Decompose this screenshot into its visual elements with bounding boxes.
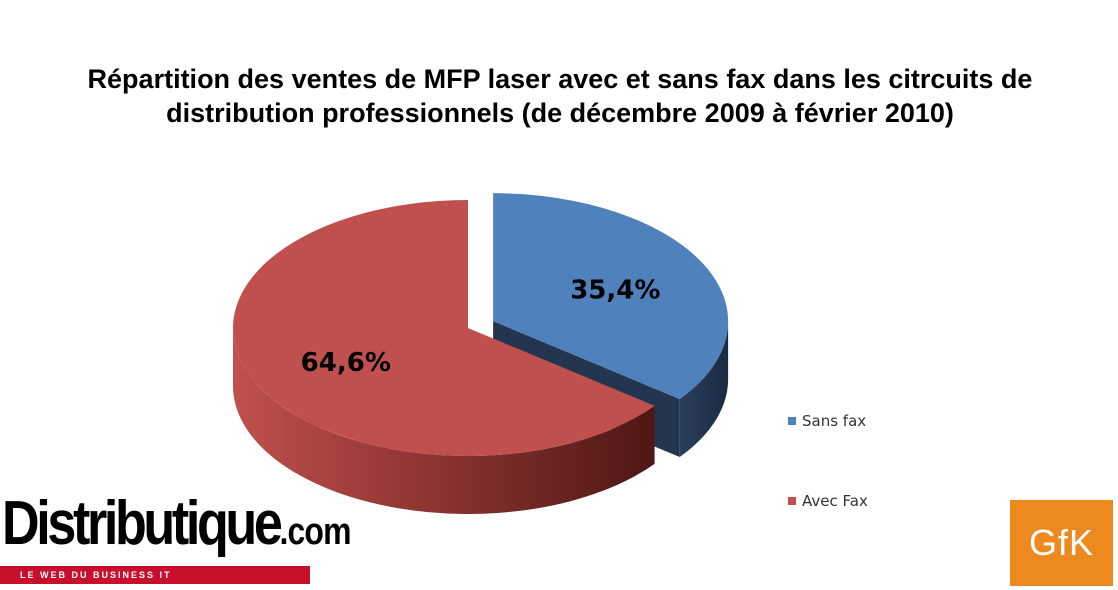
gfk-logo-text: GfK [1028, 522, 1094, 563]
distributique-tagline: LE WEB DU BUSINESS IT [0, 566, 310, 584]
gfk-logo: GfK [1010, 500, 1113, 586]
chart-title: Répartition des ventes de MFP laser avec… [87, 64, 1033, 128]
distributique-logo-main: Distributique [2, 489, 283, 558]
slice-avec-fax-top [232, 200, 655, 456]
distributique-logo: Distributique.com LE WEB DU BUSINESS IT [0, 488, 351, 586]
legend-label: Sans fax [802, 412, 867, 430]
slice-sans-fax-top [493, 193, 729, 399]
legend-swatch [788, 497, 796, 505]
slice-sans-fax-side [679, 321, 729, 457]
legend-swatch [788, 417, 796, 425]
distributique-logo-suffix: .com [279, 511, 351, 553]
slice-avec-fax-side [233, 328, 655, 514]
legend-item-avec-fax: Avec Fax [788, 492, 868, 510]
data-label-avec-fax: 64,6% [301, 348, 391, 378]
slice-avec-fax [232, 200, 655, 514]
data-label-sans-fax: 35,4% [570, 275, 660, 305]
legend-item-sans-fax: Sans fax [788, 412, 866, 430]
legend-label: Avec Fax [802, 492, 868, 510]
